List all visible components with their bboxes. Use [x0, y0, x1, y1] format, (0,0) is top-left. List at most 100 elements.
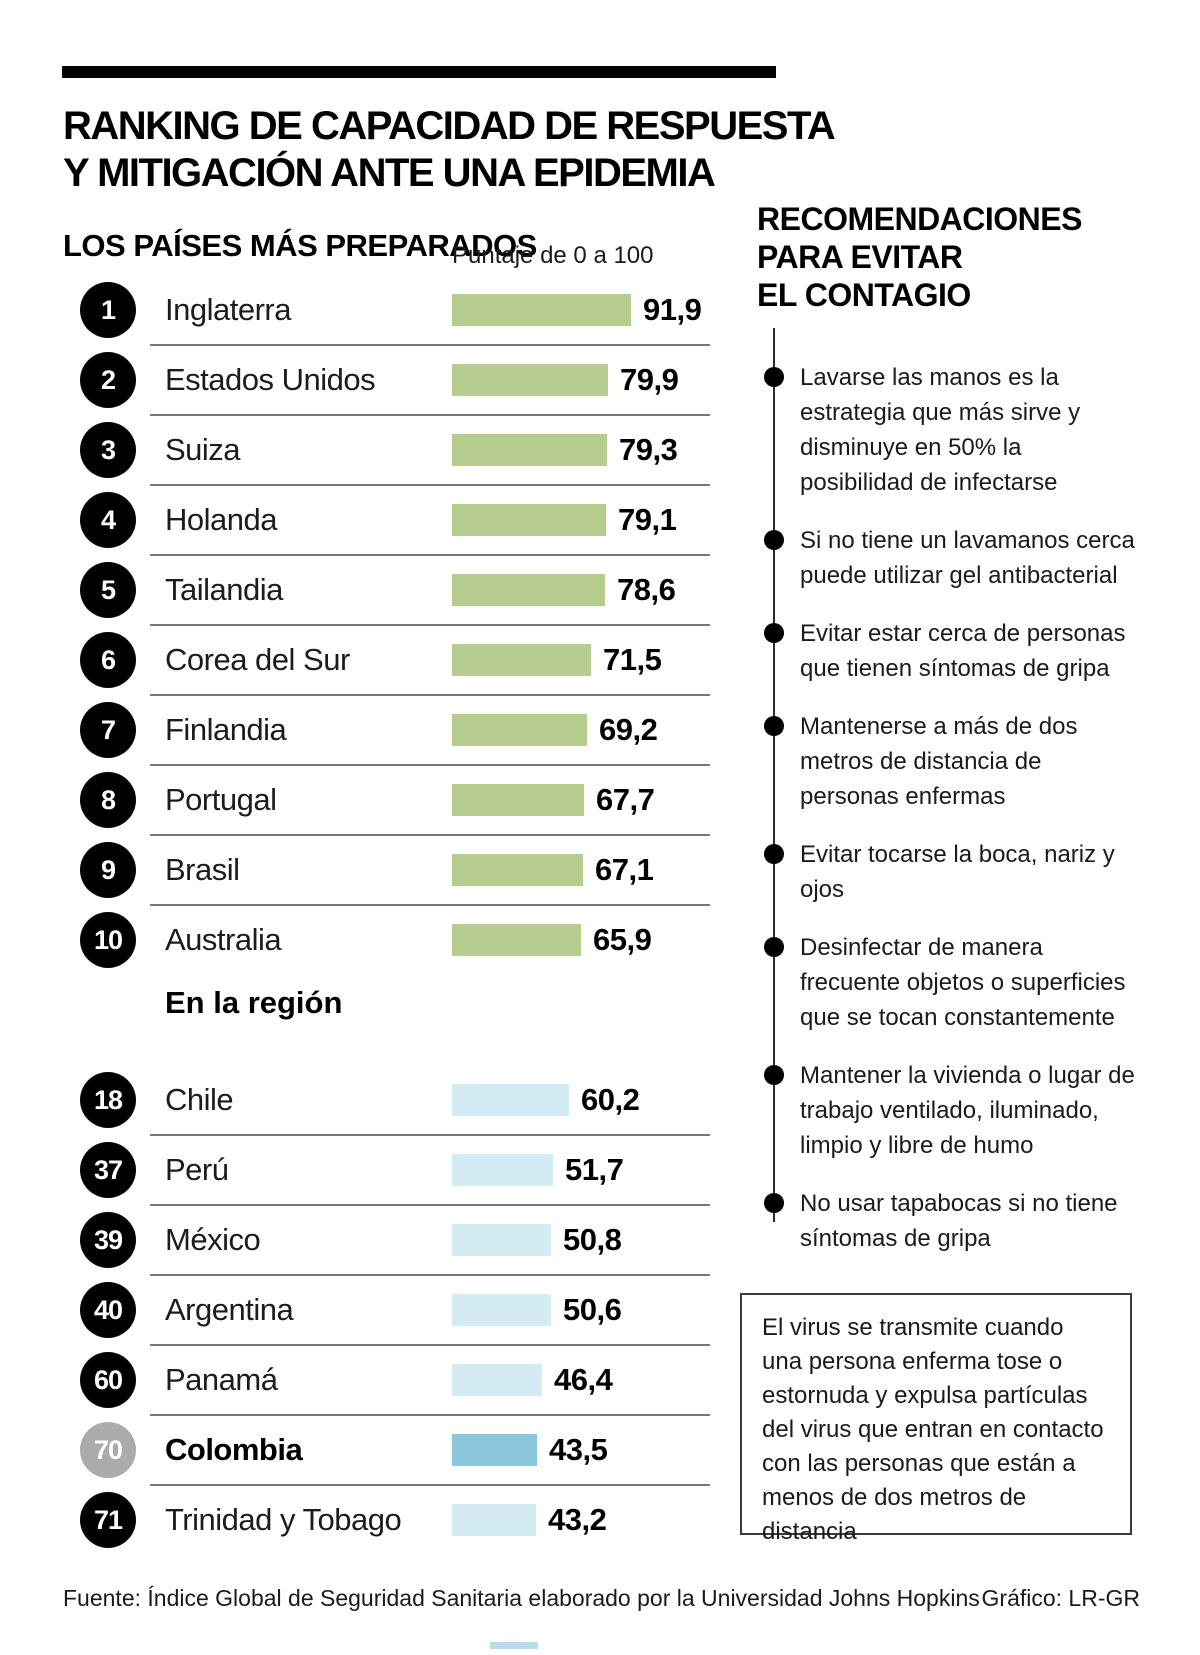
scale-label: Puntaje de 0 a 100 — [452, 242, 654, 269]
rank-number: 2 — [100, 364, 116, 395]
score-bar — [452, 784, 584, 816]
country-label: Holanda — [165, 502, 277, 537]
country-label: Estados Unidos — [165, 362, 376, 397]
rank-number: 39 — [93, 1224, 123, 1255]
country-label: México — [165, 1222, 261, 1257]
rank-row: 39 México 50,8 — [62, 1204, 710, 1275]
bullet-dot-icon — [764, 530, 784, 550]
score-bar — [452, 1434, 537, 1466]
recommendation-text: Si no tiene un lavamanos cerca puede uti… — [800, 527, 1135, 589]
rank-row: 6 Corea del Sur 71,5 — [62, 624, 710, 695]
rank-row: 7 Finlandia 69,2 — [62, 694, 710, 765]
rank-row: 71 Trinidad y Tobago 43,2 — [62, 1484, 710, 1555]
score-value: 65,9 — [593, 922, 652, 957]
score-bar — [452, 434, 607, 466]
country-label: Perú — [165, 1152, 229, 1187]
source-credit: Fuente: Índice Global de Seguridad Sanit… — [63, 1585, 980, 1611]
recommendations-title-line2: PARA EVITAR — [757, 239, 963, 275]
score-bar — [452, 1084, 569, 1116]
score-value: 78,6 — [617, 572, 676, 607]
section-title-ranking: LOS PAÍSES MÁS PREPARADOS — [63, 228, 537, 263]
score-value: 69,2 — [599, 712, 658, 747]
score-bar — [452, 1224, 551, 1256]
recommendation-text: Lavarse las manos es la estrategia que m… — [800, 364, 1081, 496]
rank-row: 10 Australia 65,9 — [62, 904, 710, 975]
row-divider — [150, 344, 710, 346]
rank-row: 3 Suiza 79,3 — [62, 414, 710, 485]
score-bar — [452, 854, 583, 886]
row-divider — [150, 554, 710, 556]
page-title-line2: Y MITIGACIÓN ANTE UNA EPIDEMIA — [63, 151, 716, 195]
score-bar — [452, 714, 587, 746]
score-value: 51,7 — [565, 1152, 624, 1187]
rank-row: 4 Holanda 79,1 — [62, 484, 710, 555]
country-label: Tailandia — [165, 572, 283, 607]
score-value: 46,4 — [554, 1362, 613, 1397]
recommendation-item: Mantenerse a más de dos metros de distan… — [764, 709, 1136, 814]
rank-badge: 4 — [80, 492, 136, 548]
score-value: 79,3 — [619, 432, 678, 467]
rank-row: 2 Estados Unidos 79,9 — [62, 344, 710, 415]
bottom-mark — [490, 1642, 538, 1649]
recommendation-item: Mantener la vivienda o lugar de trabajo … — [764, 1058, 1136, 1163]
recommendations-timeline-rule — [773, 328, 775, 1222]
rank-number: 18 — [93, 1084, 123, 1115]
score-value: 79,1 — [618, 502, 677, 537]
recommendations-title-line3: EL CONTAGIO — [757, 277, 971, 313]
rank-number: 5 — [100, 574, 116, 605]
rank-badge: 6 — [80, 632, 136, 688]
score-value: 79,9 — [620, 362, 679, 397]
rank-number: 37 — [93, 1154, 123, 1185]
rank-row: 5 Tailandia 78,6 — [62, 554, 710, 625]
score-bar — [452, 644, 591, 676]
recommendation-text: Desinfectar de manera frecuente objetos … — [800, 934, 1126, 1031]
row-divider — [150, 1484, 710, 1486]
bullet-dot-icon — [764, 937, 784, 957]
recommendation-text: Evitar tocarse la boca, nariz y ojos — [800, 841, 1115, 903]
row-divider — [150, 834, 710, 836]
score-value: 71,5 — [603, 642, 662, 677]
recommendation-item: Desinfectar de manera frecuente objetos … — [764, 930, 1136, 1035]
row-divider — [150, 1274, 710, 1276]
recommendations-title-line1: RECOMENDACIONES — [757, 201, 1082, 237]
recommendation-item: No usar tapabocas si no tiene síntomas d… — [764, 1186, 1136, 1256]
country-label: Finlandia — [165, 712, 287, 747]
rank-badge: 5 — [80, 562, 136, 618]
score-bar — [452, 1154, 553, 1186]
rank-row: 70 Colombia 43,5 — [62, 1414, 710, 1485]
row-divider — [150, 1414, 710, 1416]
recommendation-text: Evitar estar cerca de personas que tiene… — [800, 620, 1126, 682]
rank-number: 70 — [93, 1434, 123, 1465]
rank-row: 8 Portugal 67,7 — [62, 764, 710, 835]
score-value: 67,7 — [596, 782, 655, 817]
rank-number: 9 — [100, 854, 116, 885]
rank-badge: 71 — [80, 1492, 136, 1548]
row-divider — [150, 1344, 710, 1346]
score-value: 50,6 — [563, 1292, 622, 1327]
row-divider — [150, 414, 710, 416]
country-label: Corea del Sur — [165, 642, 350, 677]
country-label: Australia — [165, 922, 282, 957]
bullet-dot-icon — [764, 1193, 784, 1213]
country-label: Colombia — [165, 1432, 303, 1467]
rank-badge: 39 — [80, 1212, 136, 1268]
rank-number: 60 — [93, 1364, 123, 1395]
page-title-line1: RANKING DE CAPACIDAD DE RESPUESTA — [63, 104, 836, 148]
row-divider — [150, 904, 710, 906]
graphic-credit: Gráfico: LR-GR — [981, 1585, 1140, 1611]
score-value: 67,1 — [595, 852, 654, 887]
country-label: Chile — [165, 1082, 234, 1117]
rank-number: 6 — [100, 644, 116, 675]
rank-badge: 1 — [80, 282, 136, 338]
bullet-dot-icon — [764, 844, 784, 864]
score-bar — [452, 294, 631, 326]
rank-number: 71 — [93, 1504, 123, 1535]
rank-badge: 8 — [80, 772, 136, 828]
score-bar — [452, 574, 605, 606]
recommendation-text: Mantenerse a más de dos metros de distan… — [800, 713, 1078, 810]
rank-badge: 37 — [80, 1142, 136, 1198]
rank-badge: 2 — [80, 352, 136, 408]
country-label: Brasil — [165, 852, 240, 887]
score-value: 50,8 — [563, 1222, 622, 1257]
